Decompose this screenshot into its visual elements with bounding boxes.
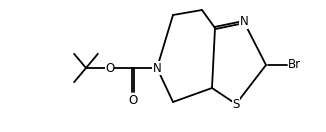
Text: N: N [240, 15, 248, 29]
Text: O: O [105, 62, 114, 74]
Text: O: O [128, 93, 138, 107]
Text: Br: Br [288, 58, 301, 72]
Text: S: S [232, 98, 240, 110]
Text: N: N [153, 62, 161, 74]
